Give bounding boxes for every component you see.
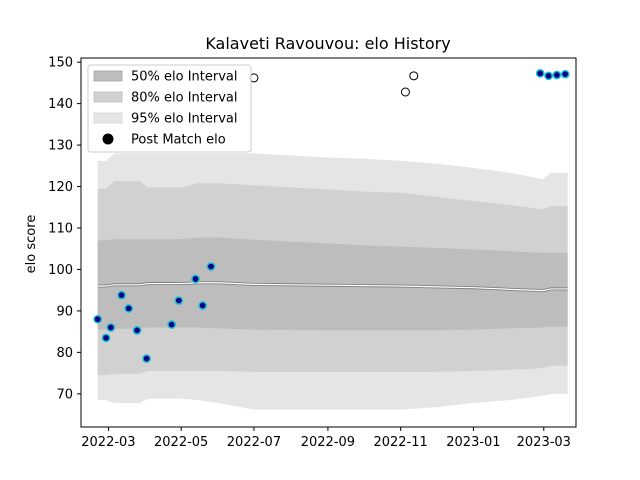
x-tick-label: 2022-07: [227, 435, 281, 450]
legend-swatch: [93, 70, 123, 82]
legend: 50% elo Interval 80% elo Interval 95% elo …: [87, 64, 252, 153]
x-tick-label: 2022-05: [154, 435, 208, 450]
post-match-point: [198, 301, 208, 310]
legend-label: 50% elo Interval: [131, 70, 238, 85]
x-tick-label: 2022-11: [373, 435, 427, 450]
post-match-point: [101, 333, 111, 343]
x-tick-label: 2022-09: [301, 435, 355, 450]
post-match-point: [167, 320, 177, 329]
post-match-point: [142, 354, 151, 363]
post-match-point: [206, 262, 216, 271]
y-tick-label: 110: [48, 221, 73, 236]
legend-label: Post Match elo: [131, 133, 226, 148]
y-tick-label: 80: [56, 346, 73, 361]
post-match-point: [117, 290, 126, 300]
y-tick-label: 150: [48, 56, 73, 71]
post-match-point: [544, 71, 553, 81]
post-match-point: [132, 326, 142, 335]
x-tick-label: 2023-01: [446, 435, 500, 450]
x-tick-label: 2023-03: [517, 435, 571, 450]
post-match-point: [552, 70, 562, 80]
legend-swatch: [93, 91, 123, 103]
legend-marker: [102, 133, 114, 145]
y-axis-title: elo score: [24, 215, 39, 274]
y-tick-label: 130: [48, 139, 73, 154]
axes-frame: [80, 57, 577, 428]
post-match-point: [174, 296, 184, 305]
legend-box: [87, 64, 252, 153]
y-tick-label: 120: [48, 180, 73, 195]
hollow-marker: [400, 87, 410, 97]
expected-elo-line: [97, 282, 568, 292]
post-match-point: [191, 274, 200, 284]
post-match-point: [93, 314, 103, 324]
y-tick-label: 90: [56, 304, 73, 319]
post-match-point: [560, 69, 570, 79]
y-tick-label: 140: [48, 97, 73, 112]
post-match-point: [106, 323, 116, 332]
y-tick-label: 100: [48, 263, 73, 278]
y-tick-label: 70: [56, 387, 73, 402]
post-match-point: [124, 304, 134, 313]
x-tick-label: 2022-03: [81, 435, 135, 450]
plot-area: [93, 68, 570, 410]
post-match-point: [535, 68, 545, 78]
legend-label: 80% elo Interval: [131, 91, 238, 106]
axes: 70 80 90 100 110 120 130 140 150 2022-03 2022-05 20…: [48, 56, 577, 450]
chart-title: Kalaveti Ravouvou: elo History: [205, 34, 450, 53]
hollow-marker: [409, 71, 419, 81]
legend-swatch: [93, 112, 123, 124]
legend-label: 95% elo Interval: [131, 112, 238, 127]
